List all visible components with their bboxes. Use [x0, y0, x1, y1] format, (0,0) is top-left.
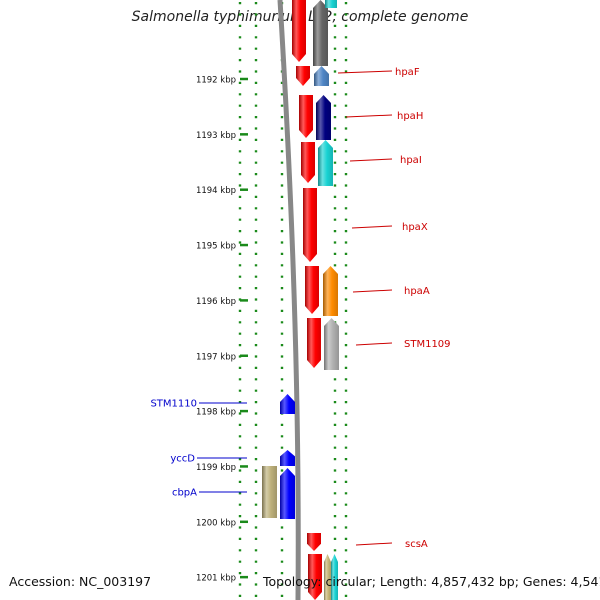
- gene-label: hpaI: [400, 155, 422, 166]
- gene-label: yccD: [170, 454, 195, 465]
- label-leader: [355, 342, 393, 346]
- gene-arrow: [314, 66, 329, 86]
- gene-arrow: [324, 554, 331, 600]
- ruler-label: 1192 kbp: [196, 76, 236, 86]
- label-leader: [352, 289, 393, 293]
- ruler-label: 1198 kbp: [196, 408, 236, 418]
- genome-stats-text: Topology: circular; Length: 4,857,432 bp…: [263, 574, 600, 589]
- gene-labels: hpaF hpaH hpaI hpaX hpaA STM1109 scsA STM1110 yc…: [150, 67, 450, 550]
- gene-label: scsA: [405, 539, 428, 550]
- backbone-line: [277, 0, 301, 600]
- gene-arrow: [313, 0, 328, 66]
- gene-label: hpaF: [395, 67, 420, 78]
- label-leader: [355, 542, 393, 546]
- ruler-label: 1193 kbp: [196, 131, 236, 141]
- gene-label: cbpA: [172, 488, 197, 499]
- ruler-label: 1194 kbp: [196, 186, 236, 196]
- scale-ruler: 1192 kbp 1193 kbp 1194 kbp 1195 kbp 1196 kbp…: [196, 76, 248, 584]
- cds-arrow: [303, 188, 317, 262]
- ruler-label: 1200 kbp: [196, 518, 236, 528]
- forward-gene-block: [262, 466, 277, 518]
- gene-arrow: [318, 140, 333, 186]
- cds-arrow: [307, 533, 321, 551]
- ruler-label: 1195 kbp: [196, 242, 236, 252]
- forward-gene-arrow: [280, 394, 295, 414]
- gene-label: hpaH: [397, 111, 423, 122]
- cds-arrow: [292, 0, 306, 62]
- label-leader: [345, 114, 393, 118]
- label-leader: [337, 70, 393, 74]
- cds-features: [292, 0, 322, 600]
- gene-arrow: [323, 266, 338, 316]
- ruler-label: 1199 kbp: [196, 463, 236, 473]
- ruler-label: 1196 kbp: [196, 297, 236, 307]
- cds-arrow: [305, 266, 319, 314]
- cds-arrow: [301, 142, 315, 183]
- ruler-label: 1201 kbp: [196, 574, 236, 584]
- gene-arrow: [331, 554, 338, 600]
- cds-arrow: [307, 318, 321, 368]
- accession-text: Accession: NC_003197: [9, 574, 152, 589]
- forward-gene-arrow: [280, 450, 295, 466]
- ruler-label: 1197 kbp: [196, 352, 236, 362]
- cds-arrow: [299, 95, 313, 138]
- label-leader: [351, 225, 393, 229]
- gene-arrow: [324, 318, 339, 370]
- genome-backbone: [277, 0, 301, 600]
- gene-label: STM1110: [150, 399, 197, 410]
- gene-label: STM1109: [404, 339, 451, 350]
- cds-arrow: [296, 66, 310, 86]
- cds-arrow: [308, 554, 322, 600]
- gene-label: hpaA: [404, 286, 430, 297]
- gene-arrow: [325, 0, 337, 8]
- gene-label: hpaX: [402, 222, 428, 233]
- label-leader: [349, 158, 393, 162]
- forward-gene-arrow: [280, 468, 295, 519]
- gene-features: [262, 0, 339, 600]
- gene-arrow: [316, 95, 331, 140]
